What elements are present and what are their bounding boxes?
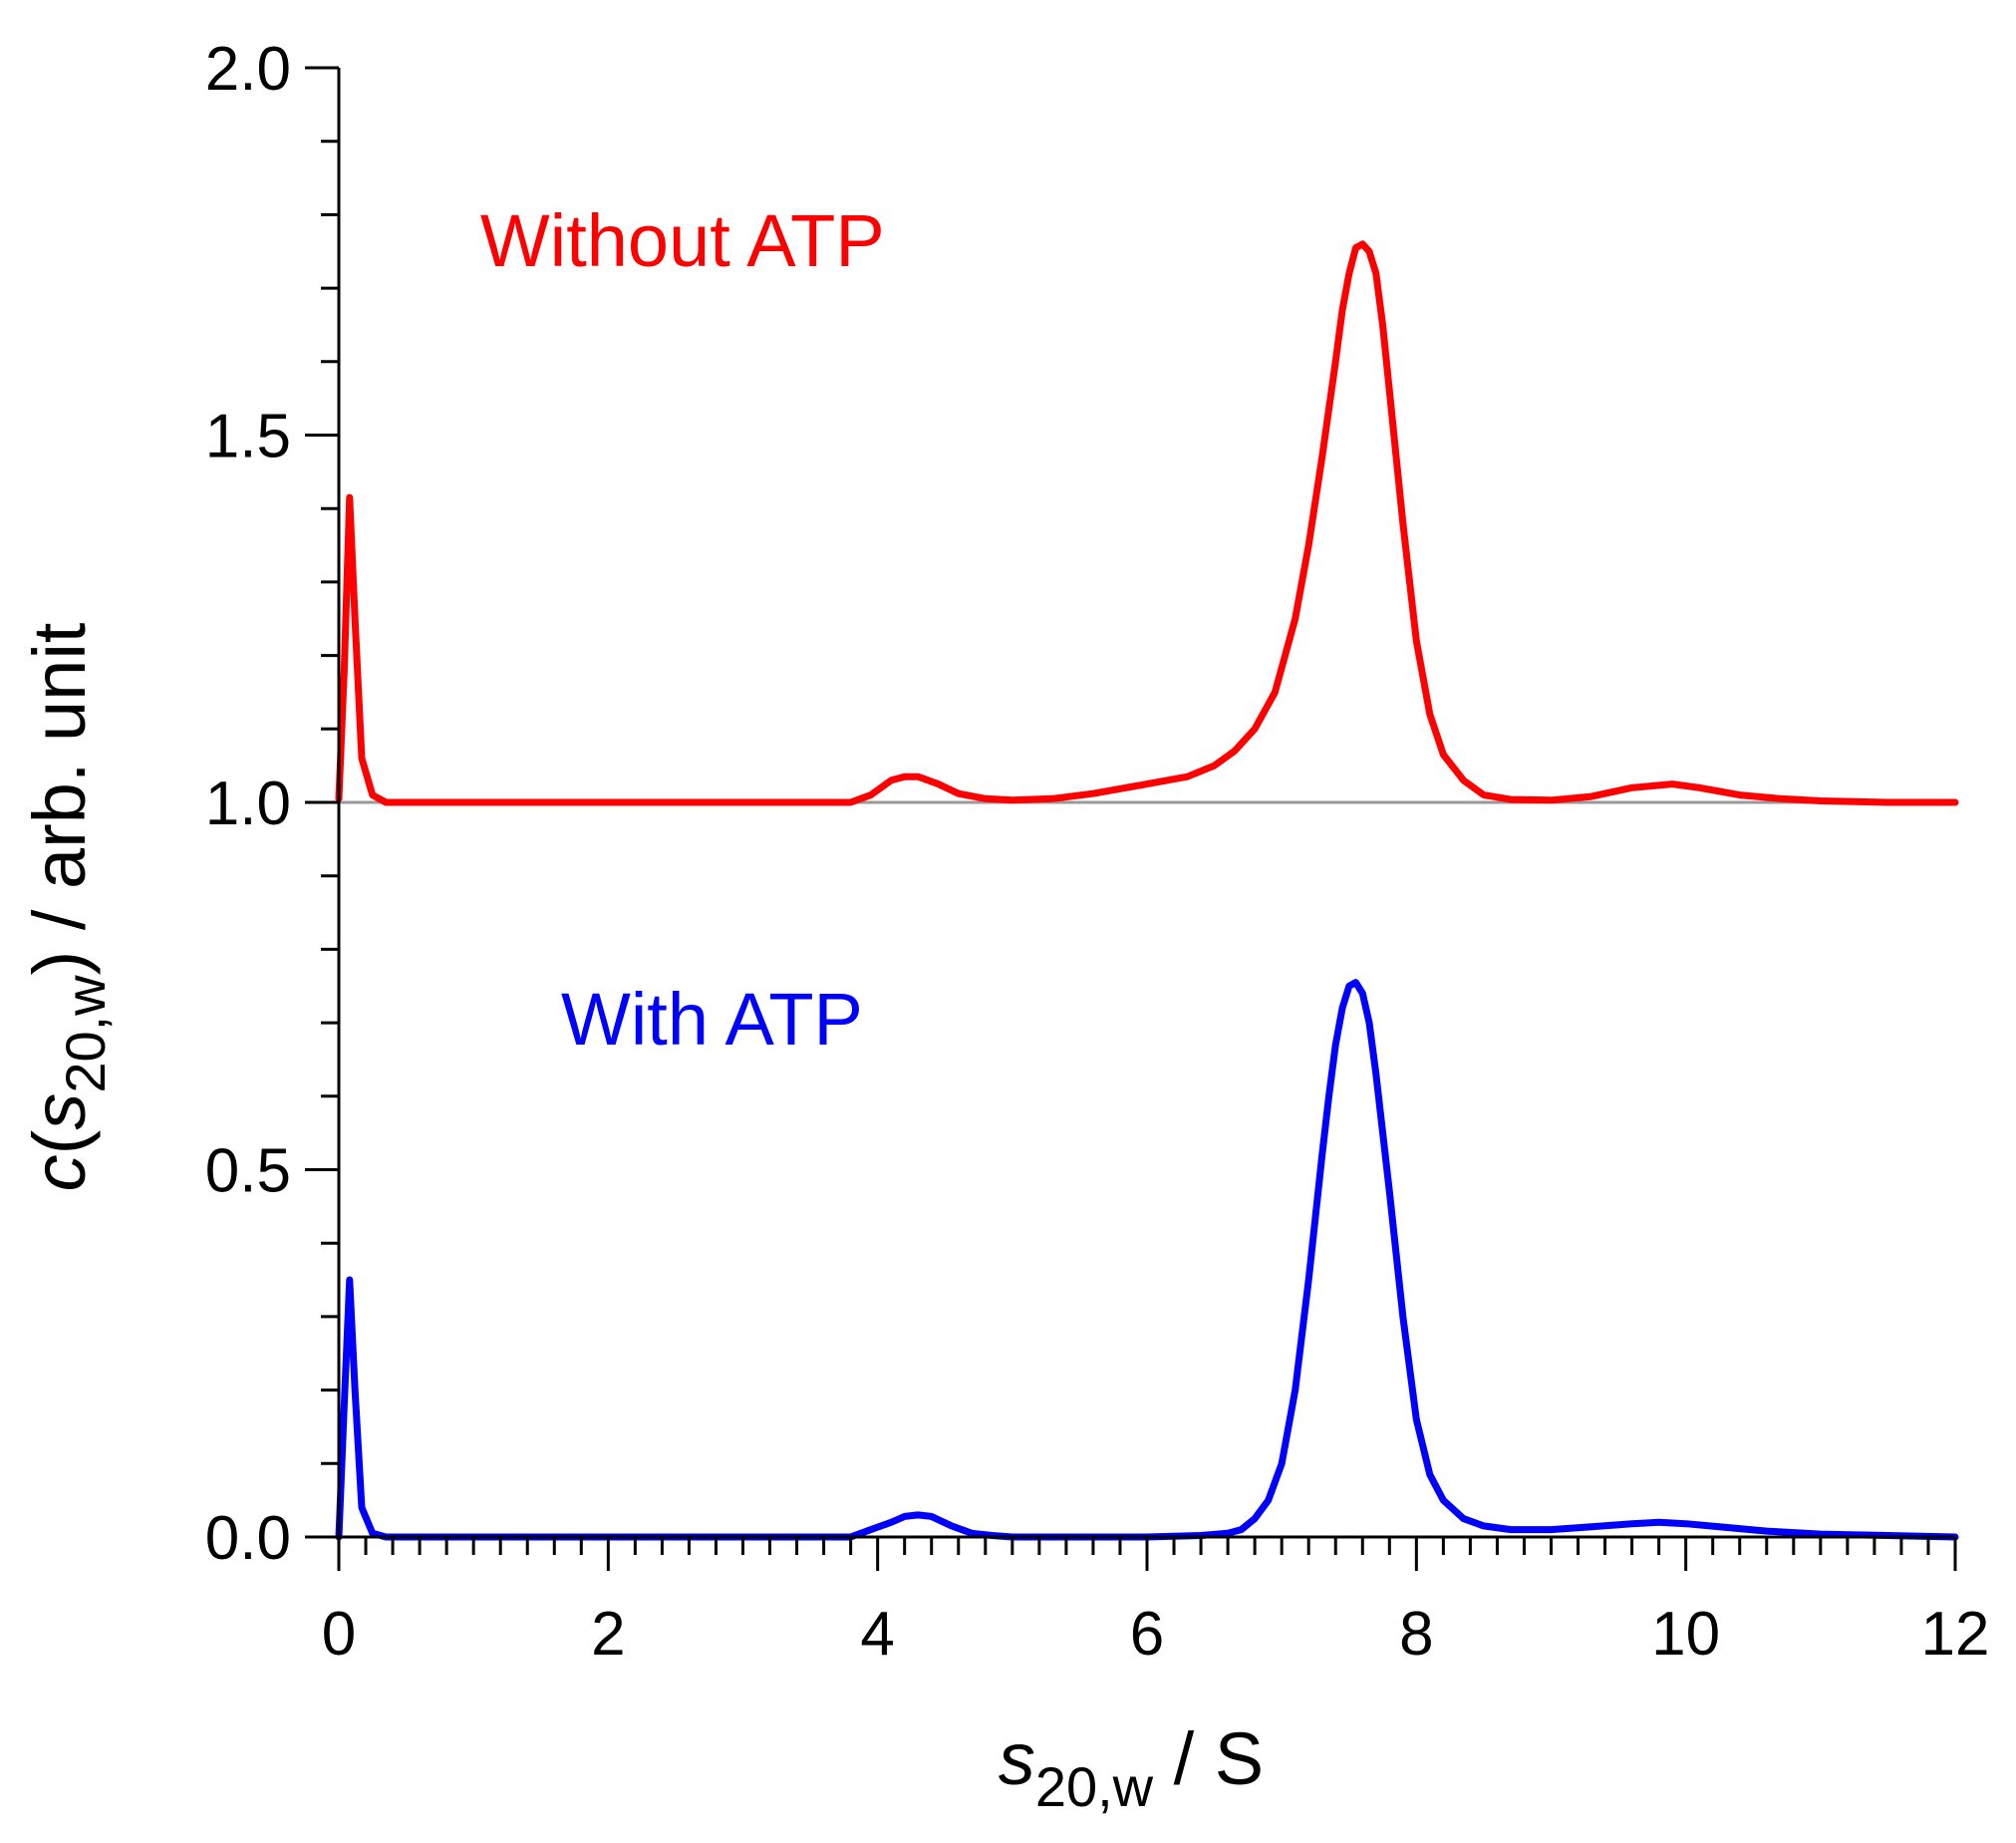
y-tick-label: 2.0 — [205, 35, 291, 104]
annotation-without-atp: Without ATP — [480, 199, 885, 282]
series-line-without-atp — [335, 240, 1959, 806]
x-axis-label: s20,w / S — [999, 1717, 1264, 1818]
y-tick-label: 0.0 — [205, 1504, 291, 1573]
annotation-layer: Without ATP With ATP — [480, 199, 885, 1061]
series-line-with-atp — [335, 979, 1959, 1541]
x-tick-label: 6 — [1130, 1600, 1164, 1669]
ticks-layer: 0.0 0.5 1.0 1.5 2.0 0 2 4 6 8 10 12 — [205, 35, 1990, 1669]
y-axis-label: c(s20,w) / arb. unit — [18, 622, 117, 1191]
annotation-with-atp: With ATP — [561, 978, 863, 1061]
x-tick-label: 0 — [322, 1600, 356, 1669]
series-layer — [335, 240, 1959, 1541]
x-tick-label: 8 — [1399, 1600, 1433, 1669]
x-tick-label: 4 — [860, 1600, 894, 1669]
x-tick-label: 2 — [591, 1600, 625, 1669]
y-tick-label: 1.0 — [205, 769, 291, 838]
x-tick-label: 12 — [1921, 1600, 1990, 1669]
y-tick-label: 0.5 — [205, 1137, 291, 1206]
y-tick-label: 1.5 — [205, 403, 291, 471]
x-tick-label: 10 — [1651, 1600, 1720, 1669]
